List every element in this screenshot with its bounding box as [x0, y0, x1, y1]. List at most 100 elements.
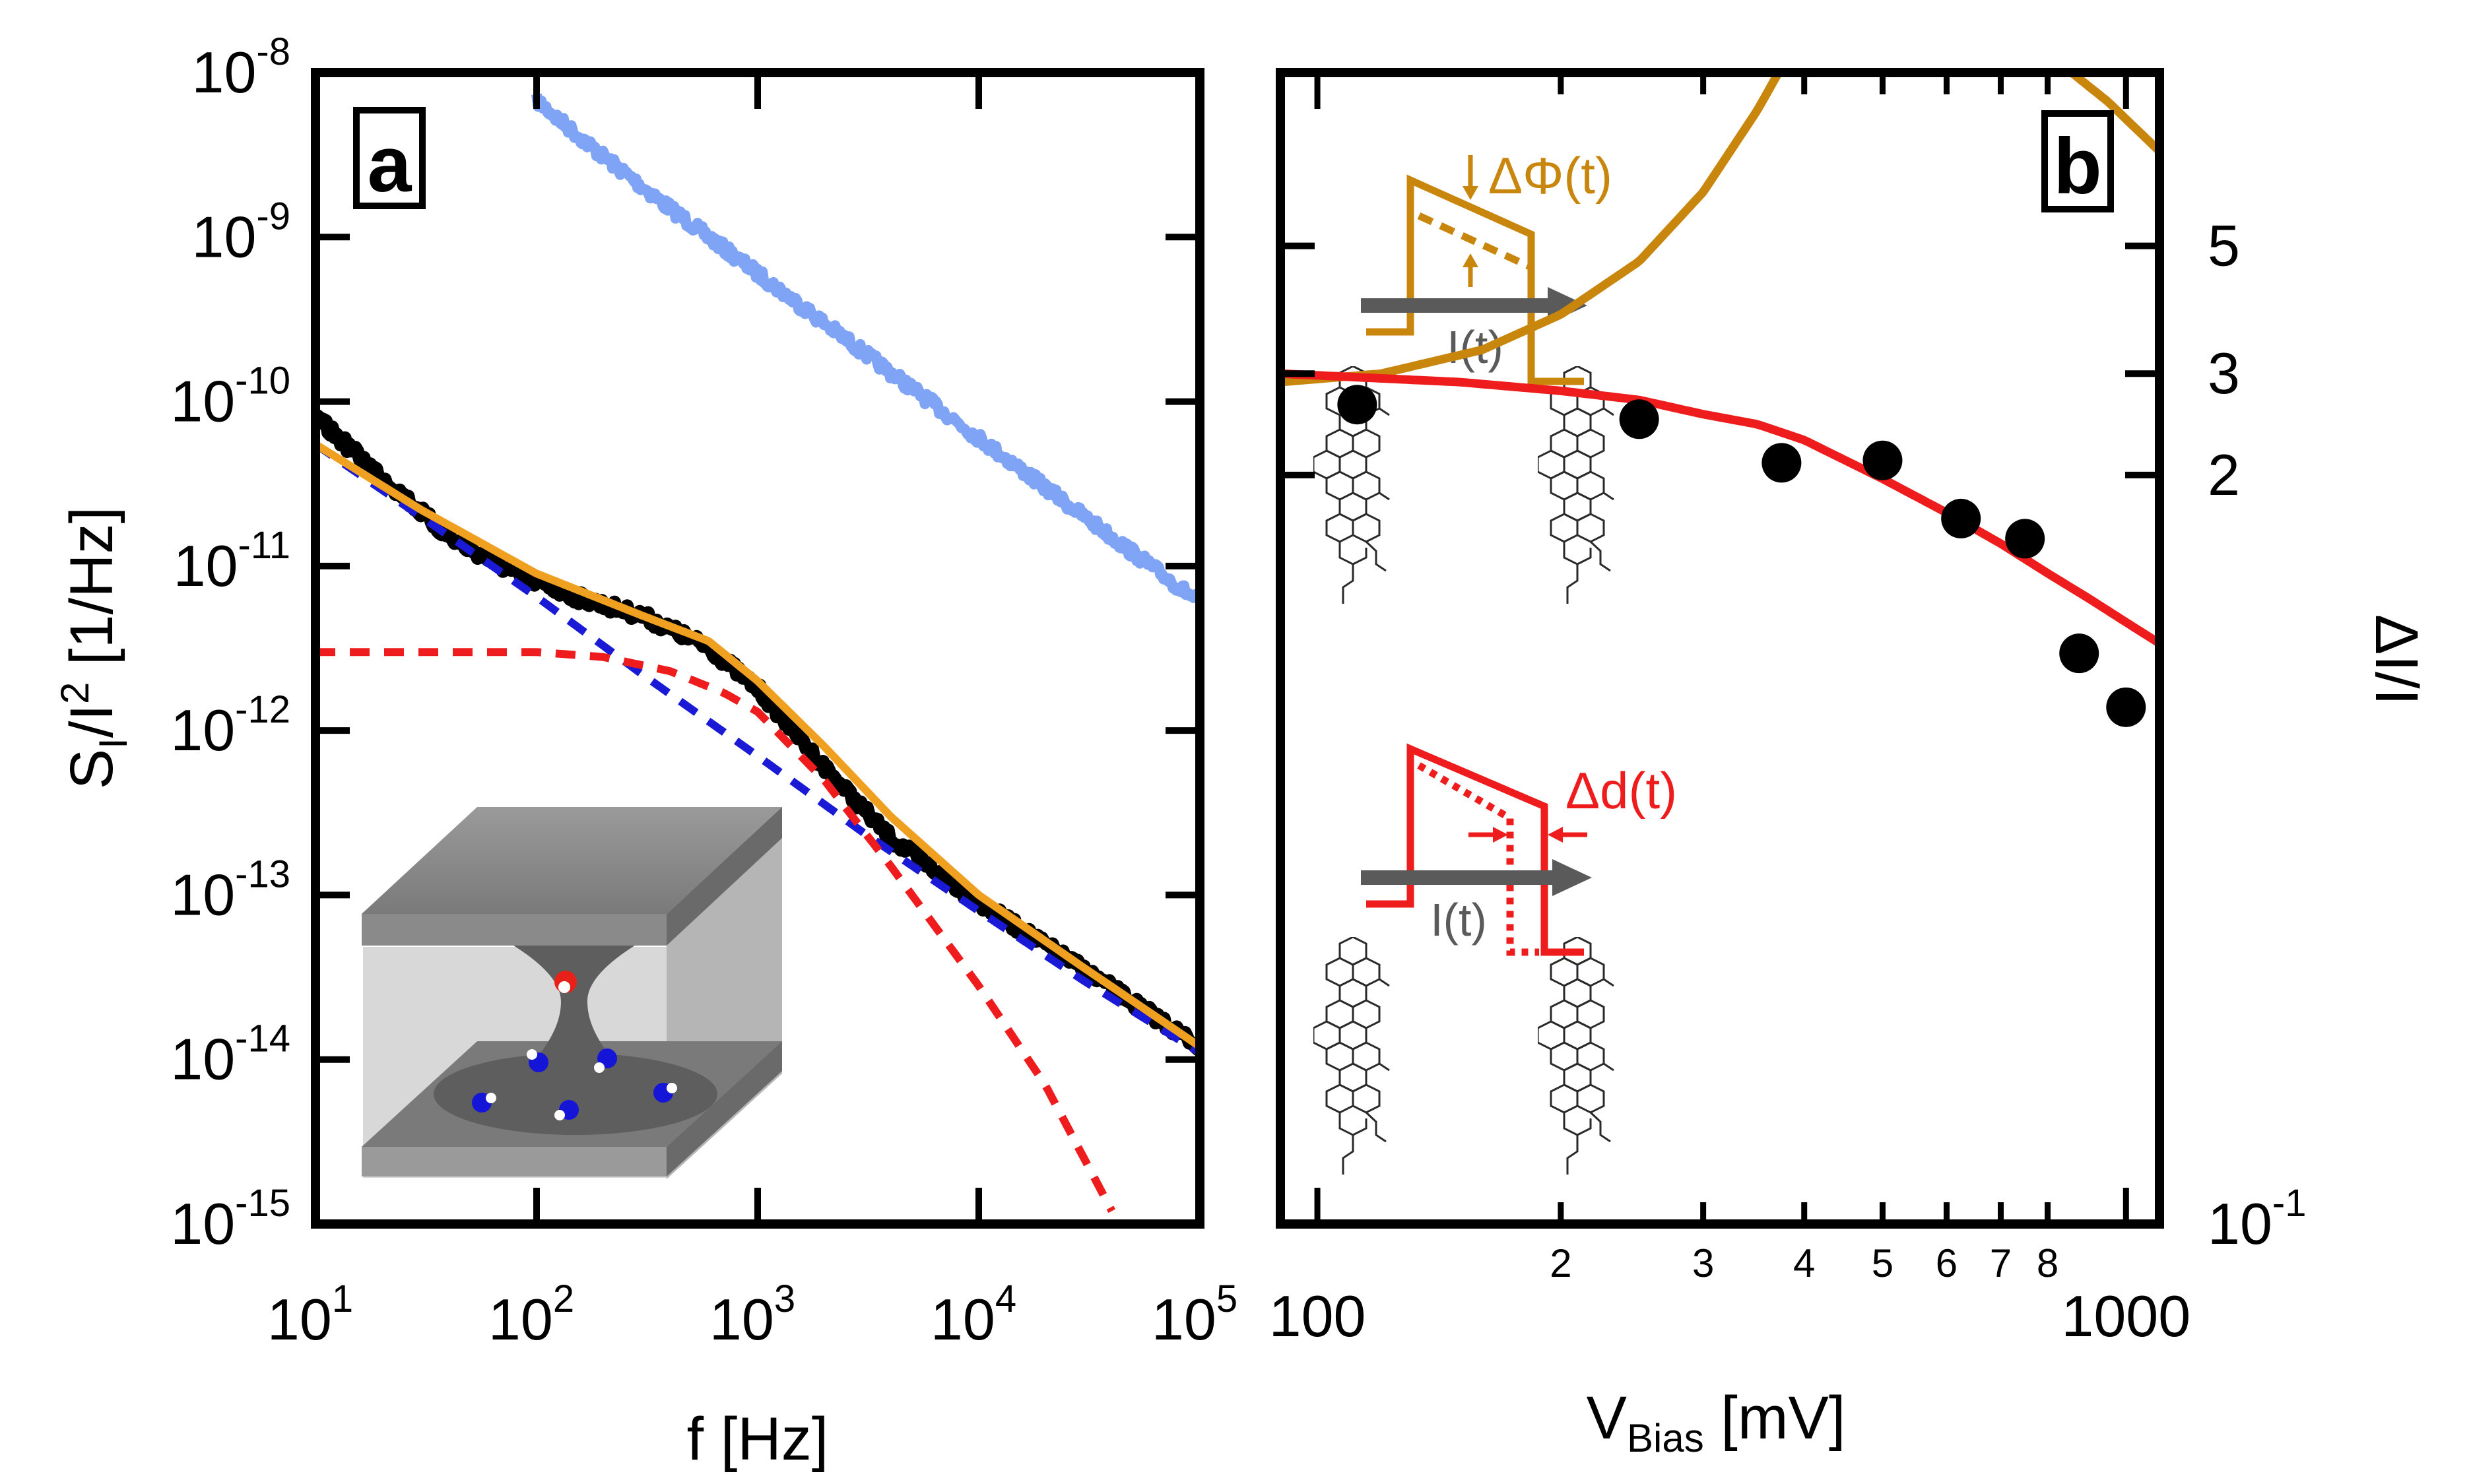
y-tick-label: 10-11 — [174, 524, 290, 598]
data-point — [2005, 519, 2045, 559]
panel-a-ticks: 10-810-910-1010-1110-1210-1310-1410-1510… — [170, 30, 1237, 1352]
x-tick-label: 105 — [1152, 1277, 1237, 1352]
y-tick-base: 10 — [170, 1027, 235, 1092]
xlabel-unit: [mV] — [1704, 1384, 1846, 1452]
y-tick-label: 10-13 — [170, 853, 290, 927]
x-tick-exp: 3 — [774, 1277, 795, 1320]
x-tick-base: 10 — [267, 1287, 332, 1352]
data-point — [2059, 633, 2099, 674]
barrier-phi-outline — [1366, 174, 1584, 385]
inset-top-electrode-side — [667, 807, 782, 946]
panel-b-y2label: ΔI/I — [2363, 614, 2430, 705]
x-tick-label: 103 — [709, 1277, 795, 1352]
panel-b-label-box: b — [2041, 110, 2114, 212]
data-point — [1619, 399, 1659, 439]
y-tick-base: 10 — [192, 40, 257, 105]
y-tick-label: 10-8 — [192, 30, 290, 105]
inset-top-electrode-front — [362, 914, 667, 946]
x-tick-label: 4 — [1793, 1241, 1815, 1285]
d-arrow-head-right — [1493, 827, 1508, 843]
x-tick-label: 3 — [1692, 1241, 1714, 1285]
y2-tick-base: 3 — [2208, 340, 2240, 406]
ylabel-div: /I — [58, 704, 125, 738]
inset-atom-highlight — [527, 1049, 537, 1060]
y-tick-label: 10-15 — [170, 1182, 290, 1256]
barrier-d-label: Δd(t) — [1565, 761, 1677, 820]
panel-a-xlabel: f [Hz] — [687, 1405, 829, 1473]
y-tick-base: 10 — [170, 862, 235, 927]
y2-tick-base: 2 — [2208, 442, 2240, 507]
y2-tick-exp: -1 — [2272, 1182, 2307, 1225]
y2-tick-label: 5 — [2208, 213, 2240, 278]
x-tick-label: 5 — [1872, 1241, 1893, 1285]
y-tick-exp: -12 — [235, 688, 290, 731]
panel-b-insets: ΔΦ(t) I(t) Δd(t) I(t) — [1313, 146, 1677, 1175]
series-line-high-noise-measurement — [531, 93, 1200, 603]
inset-red-atom-highlight — [558, 981, 570, 993]
y-tick-base: 10 — [170, 1191, 235, 1256]
molecule-icon — [1313, 937, 1389, 1175]
x-tick-label: 101 — [267, 1277, 353, 1352]
y-tick-exp: -8 — [256, 30, 290, 73]
data-point — [2106, 687, 2146, 727]
inset-atom-highlights — [486, 1049, 677, 1120]
panel-a-label: a — [368, 120, 412, 209]
y-tick-exp: -13 — [235, 853, 290, 895]
barrier-width-inset — [1366, 743, 1587, 956]
y-tick-label: 10-9 — [192, 195, 290, 269]
current-label-2: I(t) — [1430, 894, 1487, 946]
x-tick-exp: 5 — [1216, 1277, 1237, 1320]
y2-tick-label: 3 — [2208, 340, 2240, 406]
data-point — [1941, 498, 1981, 538]
phi-arrow-head-up — [1463, 253, 1478, 267]
y-tick-base: 10 — [170, 369, 235, 434]
inset-electrode-pool — [434, 1053, 717, 1135]
x-tick-base: 10 — [709, 1287, 774, 1352]
inset-blue-atoms — [472, 1048, 673, 1120]
barrier-height-inset — [1366, 155, 1584, 385]
x-tick-exp: 1 — [332, 1277, 353, 1320]
series-line-total-fit — [315, 441, 1200, 1050]
y-tick-exp: -11 — [238, 524, 290, 567]
ylabel-unit: [1/Hz] — [58, 507, 125, 682]
x-tick-label: 104 — [931, 1277, 1016, 1352]
x-tick-base: 10 — [1152, 1287, 1216, 1352]
barrier-phi-label: ΔΦ(t) — [1488, 146, 1612, 205]
inset-atom-highlight — [554, 1110, 565, 1120]
inset-constriction — [508, 942, 640, 1082]
y-tick-exp: -10 — [235, 360, 290, 403]
ylabel-main: S — [58, 749, 125, 789]
x-tick-base: 10 — [488, 1287, 553, 1352]
xlabel-main: V — [1587, 1384, 1627, 1452]
panel-b-frame — [1276, 68, 2164, 1229]
series--t-model — [1280, 73, 2159, 387]
x-tick-label: 100 — [1269, 1283, 1366, 1349]
ylabel-sup: 2 — [53, 682, 97, 704]
x-tick-label: 6 — [1936, 1241, 1958, 1285]
y-tick-base: 10 — [170, 697, 235, 763]
y-tick-label: 10-12 — [170, 688, 290, 763]
y2-tick-label: 10-1 — [2208, 1182, 2306, 1256]
series-line-1-f-contribution — [315, 441, 1200, 1056]
panel-a-series — [315, 93, 1200, 1213]
inset-atom-highlight — [667, 1083, 677, 1093]
panel-a-label-box: a — [353, 107, 426, 209]
molecule-icon — [1538, 366, 1614, 604]
panel-a: 10-810-910-1010-1110-1210-1310-1410-1510… — [53, 30, 1237, 1473]
inset-bottom-electrode-side — [667, 1041, 782, 1177]
inset-bottom-electrode-front — [362, 1147, 667, 1177]
y2-tick-base: 5 — [2208, 213, 2240, 278]
y-tick-exp: -14 — [235, 1017, 290, 1060]
panel-b-series — [1280, 73, 2159, 727]
panel-b-xlabel: VBias [mV] — [1587, 1384, 1846, 1460]
y-tick-label: 10-14 — [170, 1017, 290, 1092]
inset-top-electrode-top — [362, 807, 782, 914]
barrier-phi-dashed — [1417, 212, 1533, 271]
inset-atom-highlight — [594, 1062, 605, 1073]
molecule-icon — [1538, 937, 1614, 1175]
series--d-t-model — [1280, 369, 2159, 647]
panel-a-frame — [311, 68, 1204, 1229]
y-tick-exp: -15 — [235, 1182, 290, 1225]
